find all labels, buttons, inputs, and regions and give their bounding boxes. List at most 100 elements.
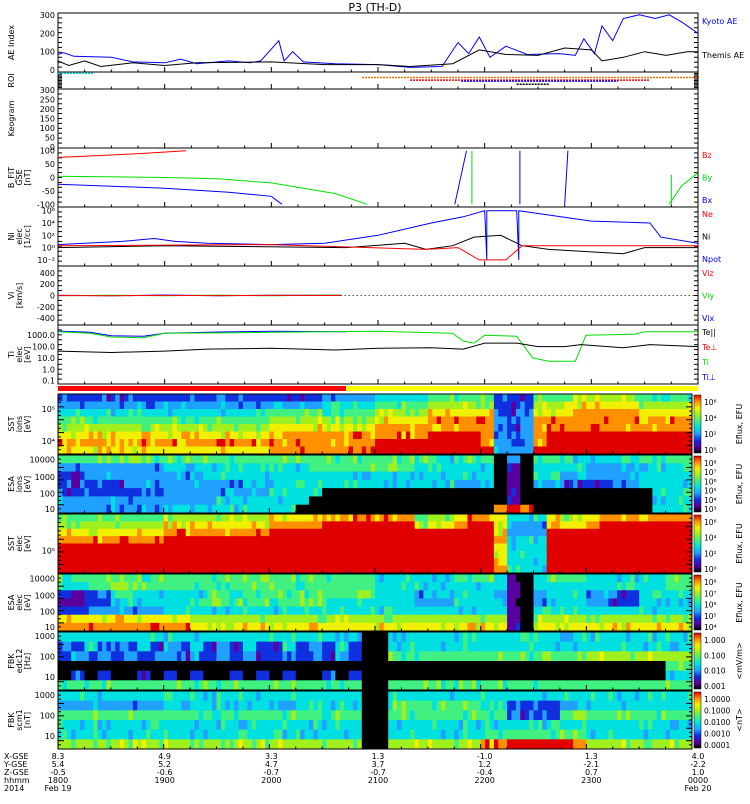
spectrogram-cell [313, 472, 318, 481]
spectrogram-cell [199, 544, 204, 552]
spectrogram-cell [102, 488, 107, 497]
spectrogram-cell [296, 598, 301, 607]
spectrogram-cell [489, 551, 494, 559]
spectrogram-cell [630, 394, 635, 402]
spectrogram-cell [269, 402, 274, 410]
spectrogram-cell [168, 590, 173, 599]
spectrogram-cell [432, 529, 437, 537]
spectrogram-cell [586, 472, 591, 481]
spectrogram-cell [432, 582, 437, 591]
spectrogram-cell [428, 394, 433, 402]
spectrogram-cell [322, 566, 327, 574]
spectrogram-cell [485, 439, 490, 447]
spectrogram-cell [115, 424, 120, 432]
spectrogram-cell [384, 529, 389, 537]
spectrogram-cell [542, 402, 547, 410]
spectrogram-cell [89, 536, 94, 544]
spectrogram-cell [674, 439, 679, 447]
spectrogram-cell [234, 514, 239, 522]
spectrogram-cell [401, 496, 406, 505]
spectrogram-cell [256, 394, 261, 402]
spectrogram-cell [340, 488, 345, 497]
spectrogram-cell [578, 488, 583, 497]
spectrogram-cell [569, 447, 574, 455]
spectrogram-cell [327, 424, 332, 432]
spectrogram-cell [445, 447, 450, 455]
spectrogram-cell [441, 409, 446, 417]
spectrogram-cell [67, 480, 72, 489]
spectrogram-cell [569, 496, 574, 505]
spectrogram-cell [322, 447, 327, 455]
spectrogram-cell [322, 402, 327, 410]
spectrogram-cell [168, 417, 173, 425]
spectrogram-cell [164, 496, 169, 505]
spectrogram-cell [670, 558, 675, 566]
spectrogram-cell [300, 566, 305, 574]
spectrogram-cell [93, 432, 98, 440]
spectrogram-cell [120, 615, 125, 624]
spectrogram-cell [243, 521, 248, 529]
spectrogram-cell [578, 615, 583, 624]
spectrogram-cell [551, 566, 556, 574]
spectrogram-cell [644, 455, 649, 464]
spectrogram-cell [406, 409, 411, 417]
spectrogram-cell [648, 574, 653, 583]
spectrogram-cell [670, 598, 675, 607]
spectrogram-cell [661, 574, 666, 583]
spectrogram-cell [309, 480, 314, 489]
spectrogram-cell [221, 463, 226, 472]
spectrogram-cell [309, 432, 314, 440]
spectrogram-cell [397, 417, 402, 425]
spectrogram-cell [604, 607, 609, 616]
spectrogram-cell [168, 551, 173, 559]
spectrogram-cell [93, 544, 98, 552]
spectrogram-cell [375, 447, 380, 455]
spectrogram-cell [137, 607, 142, 616]
spectrogram-cell [261, 623, 266, 632]
spectrogram-cell [300, 590, 305, 599]
spectrogram-cell [463, 558, 468, 566]
spectrogram-cell [639, 394, 644, 402]
spectrogram-cell [547, 394, 552, 402]
spectrogram-cell [234, 582, 239, 591]
spectrogram-cell [340, 394, 345, 402]
spectrogram-cell [168, 480, 173, 489]
spectrogram-cell [335, 439, 340, 447]
spectrogram-cell [485, 505, 490, 514]
spectrogram-cell [560, 514, 565, 522]
spectrogram-cell [551, 521, 556, 529]
spectrogram-cell [661, 544, 666, 552]
spectrogram-cell [648, 432, 653, 440]
spectrogram-cell [111, 529, 116, 537]
spectrogram-cell [142, 496, 147, 505]
spectrogram-cell [679, 488, 684, 497]
spectrogram-cell [322, 480, 327, 489]
spectrogram-cell [511, 615, 516, 624]
spectrogram-cell [551, 480, 556, 489]
spectrogram-cell [287, 566, 292, 574]
spectrogram-cell [76, 590, 81, 599]
spectrogram-cell [278, 496, 283, 505]
spectrogram-cell [76, 566, 81, 574]
spectrogram-cell [657, 432, 662, 440]
spectrogram-cell [353, 598, 358, 607]
spectrogram-cell [445, 480, 450, 489]
spectrogram-cell [313, 394, 318, 402]
spectrogram-cell [613, 590, 618, 599]
spectrogram-cell [62, 424, 67, 432]
spectrogram-cell [445, 582, 450, 591]
spectrogram-cell [617, 566, 622, 574]
spectrogram-cell [384, 439, 389, 447]
spectrogram-cell [239, 590, 244, 599]
spectrogram-cell [604, 394, 609, 402]
spectrogram-cell [498, 558, 503, 566]
spectrogram-cell [313, 402, 318, 410]
spectrogram-cell [467, 574, 472, 583]
spectrogram-cell [142, 544, 147, 552]
spectrogram-cell [327, 480, 332, 489]
spectrogram-cell [133, 488, 138, 497]
spectrogram-cell [146, 590, 151, 599]
spectrogram-cell [529, 544, 534, 552]
spectrogram-cell [657, 409, 662, 417]
spectrogram-cell [600, 472, 605, 481]
